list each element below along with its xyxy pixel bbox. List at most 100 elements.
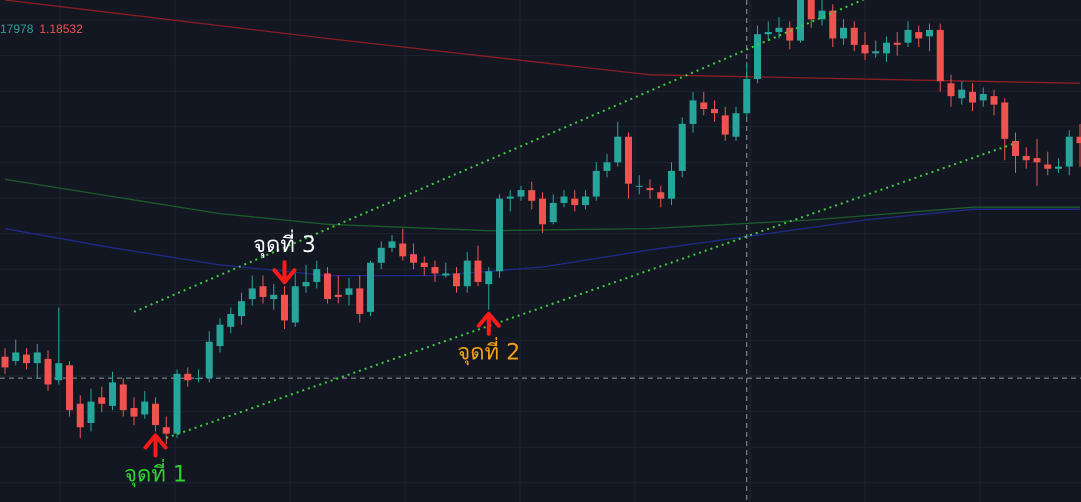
candle xyxy=(324,267,331,304)
candle-body xyxy=(410,254,417,263)
candle xyxy=(1,348,9,374)
candle-body xyxy=(711,108,718,114)
candle xyxy=(1055,158,1062,174)
candle xyxy=(926,23,933,52)
candle-body xyxy=(173,373,181,434)
candle xyxy=(1065,130,1073,176)
candle-body xyxy=(689,100,697,124)
candle-body xyxy=(1044,164,1052,169)
candle xyxy=(12,339,20,366)
candle xyxy=(248,275,256,306)
candle-body xyxy=(893,42,901,45)
candle xyxy=(721,106,729,141)
candle-body xyxy=(721,115,729,135)
candle-body xyxy=(506,196,514,199)
candle xyxy=(539,192,546,233)
candle-body xyxy=(44,358,52,385)
candle-body xyxy=(23,354,30,364)
candle-body xyxy=(786,27,794,41)
candle-body xyxy=(969,91,976,103)
candle xyxy=(377,241,385,270)
candle-body xyxy=(367,262,374,312)
candle xyxy=(775,17,783,39)
candle-body xyxy=(1065,136,1073,167)
candle-body xyxy=(1001,102,1009,139)
candle-body xyxy=(635,185,643,187)
legend-value-b: 1.18532 xyxy=(39,22,83,36)
candle-body xyxy=(958,89,966,99)
candle-body xyxy=(904,29,912,43)
candle xyxy=(23,348,30,370)
candle xyxy=(173,369,181,438)
candle xyxy=(66,361,73,417)
candle-body xyxy=(936,29,944,82)
candle xyxy=(818,0,826,26)
candle-body xyxy=(517,190,525,197)
candle xyxy=(1076,123,1081,167)
candle-body xyxy=(324,273,331,300)
candle-body xyxy=(571,198,579,206)
candle xyxy=(195,369,202,383)
candle-body xyxy=(281,294,288,321)
candle xyxy=(1044,151,1052,176)
candle-body xyxy=(754,34,761,80)
candle xyxy=(635,175,643,195)
annotation-label: จุดที่ 1 xyxy=(124,459,187,488)
moving-average-line-3 xyxy=(4,208,1080,277)
candle-body xyxy=(539,198,546,225)
candle xyxy=(625,132,632,199)
candle-body xyxy=(313,269,321,282)
candle-body xyxy=(775,27,783,33)
annotation-2: จุดที่ 2 xyxy=(457,311,520,366)
candle-body xyxy=(947,83,955,97)
candle xyxy=(281,286,288,329)
candle-body xyxy=(807,0,815,20)
candle xyxy=(162,416,170,445)
candle-body xyxy=(926,29,933,37)
candle-body xyxy=(270,294,278,300)
candle xyxy=(44,350,52,391)
annotation-1: จุดที่ 1 xyxy=(124,433,187,488)
candle-body xyxy=(420,262,428,268)
candle-body xyxy=(850,27,858,45)
candle xyxy=(1033,138,1041,186)
candle xyxy=(764,21,772,41)
candle-body xyxy=(184,373,192,381)
candle xyxy=(98,386,106,413)
candle xyxy=(592,162,600,201)
candle xyxy=(947,74,955,107)
arrow-down-icon xyxy=(272,268,297,285)
candle-body xyxy=(205,341,213,379)
candle-body xyxy=(840,27,847,39)
candle xyxy=(872,40,880,58)
candle xyxy=(55,307,63,385)
candle-body xyxy=(12,352,20,362)
candle-body xyxy=(442,273,450,276)
candle xyxy=(958,81,966,105)
moving-average-line-1 xyxy=(4,0,1081,84)
candle xyxy=(517,185,525,201)
candle xyxy=(485,267,493,310)
candle-body xyxy=(496,198,503,272)
candle-body xyxy=(883,42,890,54)
candle-body xyxy=(582,196,589,206)
candle xyxy=(646,179,654,199)
candle-body xyxy=(248,288,256,300)
ohlc-legend: 17978 1.18532 xyxy=(0,22,83,36)
candle-body xyxy=(291,286,299,323)
candle-body xyxy=(33,352,41,364)
candle xyxy=(410,243,417,270)
candle-body xyxy=(743,79,751,114)
candle xyxy=(657,185,665,208)
candle xyxy=(754,25,761,84)
candle-body xyxy=(668,170,675,199)
candle xyxy=(109,371,116,411)
candle xyxy=(711,100,718,122)
candle-body xyxy=(657,192,665,199)
candle xyxy=(453,267,460,293)
candle xyxy=(861,32,869,60)
candle-body xyxy=(603,162,611,171)
